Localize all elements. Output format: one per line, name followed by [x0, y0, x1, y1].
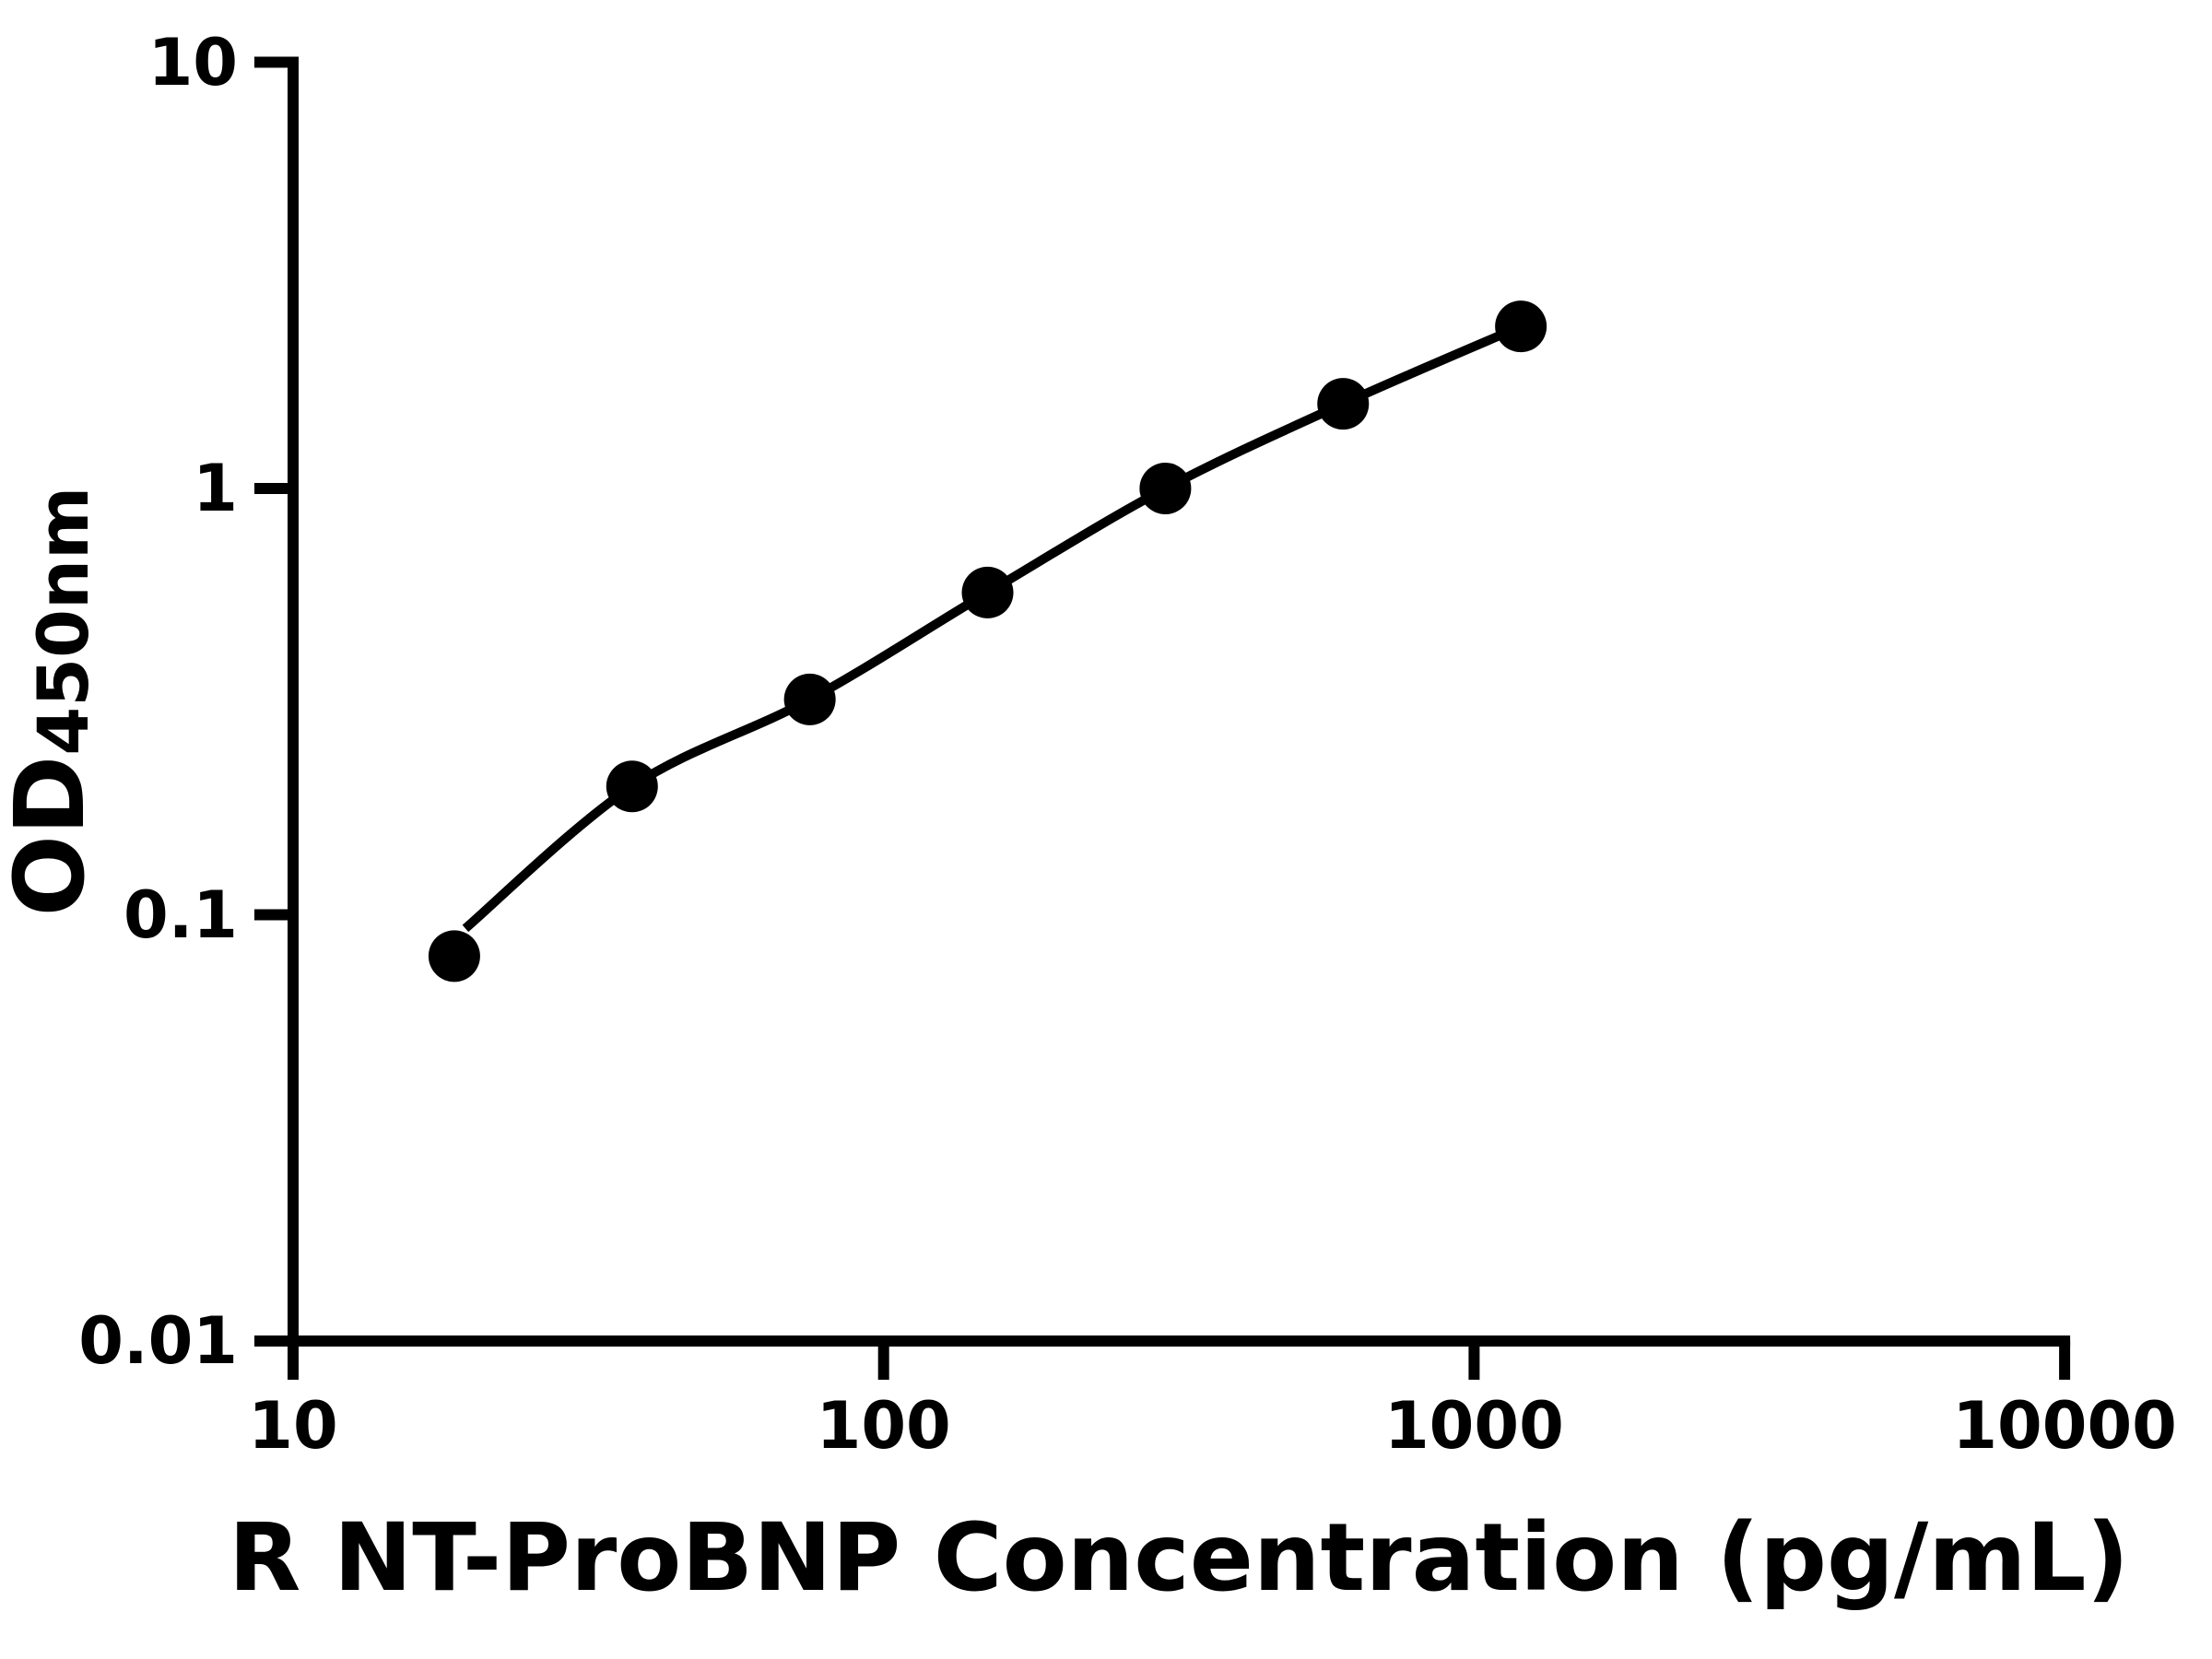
- data-point-marker: [1495, 300, 1547, 353]
- y-axis-title-main: OD: [0, 755, 106, 917]
- data-point-marker: [1139, 463, 1192, 514]
- y-axis-title-subscript: 450nm: [22, 486, 104, 756]
- data-point-marker: [961, 566, 1014, 618]
- x-tick-label: 1000: [1383, 1388, 1564, 1464]
- data-point-marker: [428, 930, 480, 982]
- y-tick-label: 1: [193, 451, 238, 526]
- y-axis-title: OD 450nm: [0, 241, 149, 1162]
- data-point-marker: [783, 673, 836, 725]
- y-tick-label: 10: [147, 24, 238, 100]
- x-axis-title: R NT-ProBNP Concentration (pg/mL): [228, 1503, 2130, 1613]
- data-point-marker: [1317, 378, 1370, 430]
- x-tick-label: 10000: [1952, 1388, 2177, 1464]
- data-point-marker: [606, 760, 658, 813]
- x-tick-label: 100: [816, 1388, 951, 1464]
- x-tick-label: 10: [248, 1388, 338, 1464]
- y-tick-label: 0.1: [123, 877, 238, 953]
- y-tick-label: 0.01: [78, 1303, 238, 1379]
